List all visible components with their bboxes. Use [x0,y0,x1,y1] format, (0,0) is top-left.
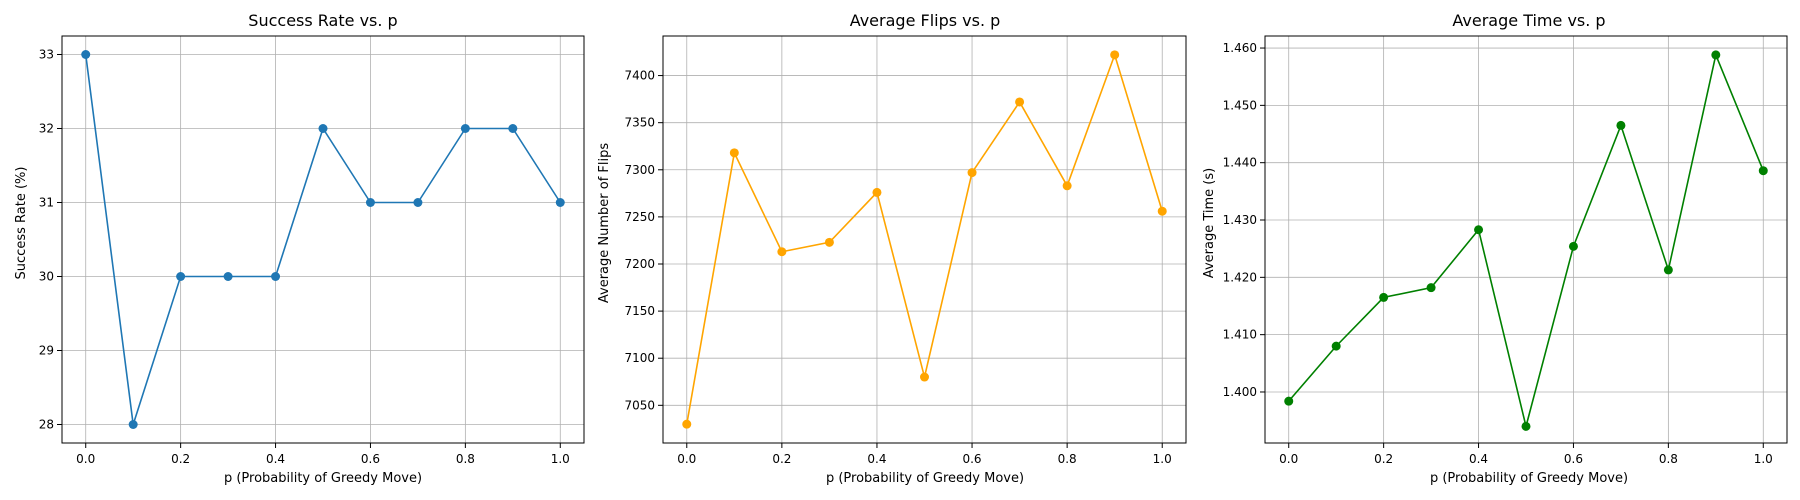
x-tick-label: 1.0 [1754,452,1773,466]
data-point [318,124,328,133]
y-tick-label: 29 [39,344,54,358]
y-tick-label: 7300 [624,163,655,177]
y-tick-label: 28 [39,418,54,432]
x-tick-label: 0.0 [76,452,95,466]
data-point [920,372,929,382]
data-point [1568,241,1578,251]
x-tick-label: 0.8 [1659,452,1678,466]
data-point [176,272,186,281]
y-tick-label: 7250 [624,210,655,224]
data-point [872,187,882,197]
y-tick-label: 1.440 [1223,156,1257,170]
series-line [1288,52,1765,427]
x-tick-label: 1.0 [1153,452,1172,466]
x-tick-label: 0.2 [171,452,190,466]
y-tick-label: 1.420 [1223,270,1257,284]
x-tick-label: 0.6 [1564,452,1583,466]
series-line [84,54,561,425]
x-tick-label: 1.0 [551,452,570,466]
panel-success-rate: Success Rate vs. p p (Probability of Gre… [14,11,585,486]
y-tick-label: 30 [39,270,54,284]
x-tick-label: 0.0 [677,452,696,466]
y-tick-label: 1.400 [1223,385,1257,399]
data-point [1157,206,1167,216]
data-point [1758,166,1768,176]
data-point [128,420,138,429]
x-axis-label: p (Probability of Greedy Move) [224,471,422,486]
data-point [682,419,692,429]
data-point [1474,225,1484,235]
data-point [365,198,375,207]
y-tick-label: 1.410 [1223,328,1257,342]
data-point [508,124,518,133]
data-point [223,272,233,281]
x-axis-label: p (Probability of Greedy Move) [826,471,1024,486]
data-point [1426,283,1436,293]
data-point [1521,421,1531,431]
y-tick-label: 32 [39,122,54,136]
data-point [1062,181,1072,191]
y-tick-label: 7350 [624,116,655,130]
chart-title: Success Rate vs. p [248,11,397,30]
y-axis-label: Success Rate (%) [14,167,29,280]
x-tick-label: 0.2 [1374,452,1393,466]
data-point [1379,292,1389,302]
y-axis-label: Average Number of Flips [597,143,612,303]
y-tick-label: 1.460 [1223,41,1257,55]
data-point [413,198,423,207]
y-tick-label: 7400 [624,69,655,83]
data-point [1711,50,1721,60]
y-tick-label: 7100 [624,351,655,365]
chart-title: Average Time vs. p [1452,11,1605,30]
y-tick-label: 7200 [624,257,655,271]
x-tick-label: 0.8 [1058,452,1077,466]
y-tick-label: 7150 [624,304,655,318]
data-point [81,50,91,59]
data-point [1331,341,1341,351]
y-tick-label: 7050 [624,398,655,412]
data-point [271,272,281,281]
data-point [460,124,470,133]
data-point [1015,97,1025,107]
x-axis-label: p (Probability of Greedy Move) [1430,471,1628,486]
data-point [555,198,565,207]
y-tick-label: 31 [39,196,54,210]
chart-title: Average Flips vs. p [850,11,1001,30]
y-tick-label: 1.430 [1223,213,1257,227]
data-point [1616,120,1626,130]
plot-frame [662,35,1187,444]
plot-frame [1264,35,1788,444]
x-tick-label: 0.4 [266,452,285,466]
panel-average-flips: Average Flips vs. p p (Probability of Gr… [597,11,1187,486]
data-point [1110,50,1120,60]
data-point [824,237,834,247]
y-tick-label: 1.450 [1223,98,1257,112]
x-tick-label: 0.4 [867,452,886,466]
panel-average-time: Average Time vs. p p (Probability of Gre… [1202,11,1788,486]
data-point [967,168,977,178]
x-tick-label: 0.4 [1469,452,1488,466]
x-tick-label: 0.6 [361,452,380,466]
x-tick-label: 0.6 [962,452,981,466]
data-point [729,148,739,158]
data-point [777,247,787,257]
plot-frame [61,35,585,444]
y-axis-label: Average Time (s) [1202,168,1217,278]
data-point [1284,396,1294,406]
data-point [1663,265,1673,275]
x-tick-label: 0.8 [456,452,475,466]
x-tick-label: 0.2 [772,452,791,466]
x-tick-label: 0.0 [1279,452,1298,466]
y-tick-label: 33 [39,48,54,62]
series-line [685,52,1163,425]
